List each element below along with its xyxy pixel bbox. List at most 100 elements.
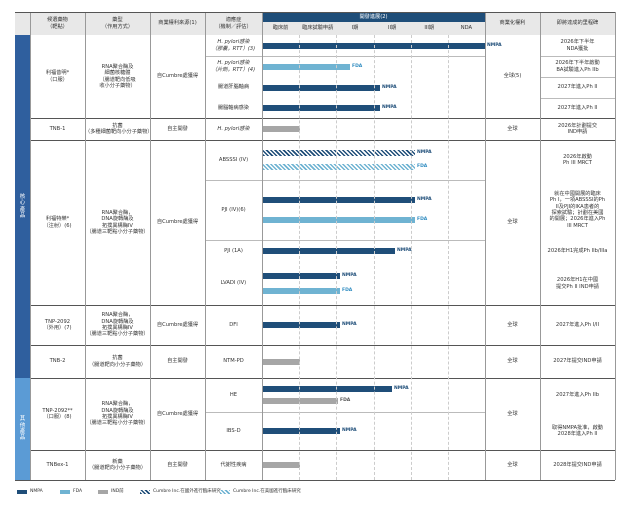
- drug-name: TNP-2092 （外用）(7): [43, 318, 72, 331]
- column-header: 藥型 （作用方式）: [101, 17, 134, 30]
- progress-bar: [263, 322, 340, 328]
- progress-bar: [263, 248, 395, 254]
- progress-bar: [263, 462, 300, 468]
- drug-type: 抗菌 （腸道靶向小分子藥物）: [88, 355, 147, 368]
- rights-source: 自主開發: [167, 125, 188, 132]
- progress-bar: [263, 358, 300, 365]
- drug-name: TNP-2092** （口服）(8): [42, 407, 73, 420]
- stage-header: II期: [387, 25, 397, 32]
- row-divider: [540, 77, 615, 78]
- legend-label: FDA: [73, 489, 83, 494]
- stage-line: [336, 35, 338, 480]
- milestone: 2026年下半年 NDA獲批: [560, 39, 595, 52]
- bar-label: NMPA: [382, 105, 397, 110]
- drug-type: 抗菌 （多種細菌靶向小分子藥物）: [85, 122, 153, 135]
- column-line: [150, 12, 151, 480]
- commercial-rights: 全球: [507, 125, 518, 132]
- rights-source: 自Cumbre處獲得: [156, 410, 199, 417]
- milestone: 2026年啟動 Ph III MRCT: [563, 153, 592, 166]
- bar-label: FDA: [352, 63, 363, 69]
- drug-type: 新藥 （腸道靶向小分子藥物）: [88, 458, 147, 471]
- milestone: 2027年進入Ph IIb: [555, 391, 600, 398]
- milestone: 2027年進入Ph I/II: [555, 321, 600, 328]
- progress-bar: [263, 428, 340, 434]
- legend-label: Cumbre Inc.在國外進行臨床研究: [153, 489, 221, 494]
- milestone: 2027年提交IND申請: [553, 358, 602, 365]
- commercial-rights: 全球: [507, 358, 518, 365]
- milestone: 取得NMPA批准，啟動 2028年進入Ph II: [551, 424, 603, 437]
- drug-divider: [30, 378, 615, 379]
- bar-label: NMPA: [417, 150, 432, 156]
- legend-swatch: [140, 490, 150, 494]
- group-label: 核 心 產 品: [15, 35, 30, 378]
- table-top: [15, 12, 615, 13]
- rights-source: 自Cumbre處獲得: [156, 321, 199, 328]
- indication: 代謝性疾病: [220, 461, 247, 468]
- bar-label: NMPA: [382, 84, 397, 90]
- drug-divider: [30, 140, 615, 141]
- stage-header: 臨床試驗申請: [302, 25, 334, 32]
- stage-header: III期: [424, 25, 435, 32]
- drug-divider: [30, 118, 615, 119]
- row-divider: [205, 180, 485, 181]
- legend-swatch: [17, 490, 27, 494]
- milestone: 2028年提交IND申請: [553, 461, 602, 468]
- indication: IBS-D: [226, 427, 241, 434]
- bar-label: NMPA: [342, 273, 357, 279]
- indication: H. pylori感染: [217, 125, 250, 132]
- stage-header: NDA: [460, 25, 473, 32]
- drug-type: RNA聚合酶， DNA旋轉酶及 拓撲異構酶IV （腸道三靶點小分子藥物）: [86, 209, 149, 235]
- table-bottom: [15, 480, 615, 481]
- column-header: 適應症 （機制／評估）: [215, 17, 252, 30]
- column-header: 即將達成的里程碑: [556, 20, 599, 27]
- drug-type: RNA聚合酶， DNA旋轉酶及 拓撲異構酶IV （腸道三靶點小分子藥物）: [86, 312, 149, 338]
- legend-swatch: [220, 490, 230, 494]
- column-header: 商業權利來源(1): [158, 20, 197, 27]
- column-header: 商業化權利: [499, 20, 526, 27]
- rights-source: 自主開發: [167, 358, 188, 365]
- indication: LVADI (IV): [220, 280, 247, 287]
- column-header: 候選藥物 （靶點）: [47, 17, 68, 30]
- commercial-rights: 全球: [507, 461, 518, 468]
- bar-label: NMPA: [487, 42, 502, 48]
- row-divider: [540, 56, 615, 57]
- progress-bar: [263, 217, 415, 223]
- indication: 腸腦軸病感染: [217, 104, 250, 111]
- indication: HE: [229, 391, 238, 398]
- drug-name: TNB-2: [49, 358, 66, 365]
- drug-name: 利福特樂* （注射）(6): [43, 216, 72, 229]
- milestone: 2027年進入Ph II: [557, 84, 598, 91]
- stage-line: [447, 35, 449, 480]
- stage-line: [410, 35, 412, 480]
- progress-bar: [263, 150, 415, 157]
- rights-source: 自主開發: [167, 461, 188, 468]
- stage-line: [299, 35, 301, 480]
- drug-divider: [30, 345, 615, 346]
- column-header: 開發進展(2): [262, 12, 485, 22]
- milestone: 2026年H1完成Ph IIb/IIIa: [547, 247, 608, 254]
- indication: ABSSSI (IV): [218, 156, 249, 163]
- stage-line: [373, 35, 375, 480]
- drug-name: TNB-1: [49, 125, 66, 132]
- progress-bar: [263, 105, 380, 111]
- bar-label: NMPA: [397, 248, 412, 253]
- commercial-rights: 全球: [507, 219, 518, 226]
- progress-bar: [263, 63, 350, 70]
- drug-name: 利福昔明* （口服）: [45, 70, 70, 83]
- row-divider: [205, 240, 485, 241]
- bar-label: FDA: [417, 217, 428, 222]
- rights-source: 自Cumbre處獲得: [156, 73, 199, 80]
- commercial-rights: 全球(5): [503, 73, 522, 80]
- bar-label: NMPA: [394, 386, 409, 392]
- progress-bar: [263, 197, 415, 203]
- milestone: 2026年H1在中國 提交Ph II IND申請: [556, 277, 599, 290]
- bar-label: NMPA: [342, 322, 357, 327]
- column-line: [30, 12, 31, 480]
- legend-swatch: [60, 490, 70, 494]
- legend-label: IND前: [111, 489, 124, 494]
- bar-label: FDA: [417, 163, 428, 169]
- progress-bar: [263, 287, 340, 294]
- rights-source: 自Cumbre處獲得: [156, 219, 199, 226]
- indication: NTM-PD: [223, 358, 244, 365]
